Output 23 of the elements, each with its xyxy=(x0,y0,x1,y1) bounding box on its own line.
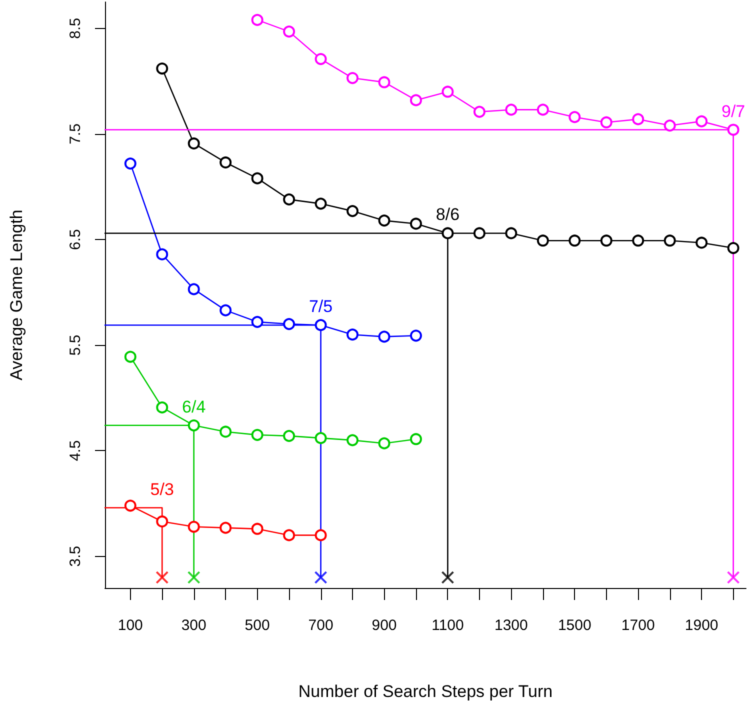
series-label: 5/3 xyxy=(150,480,174,499)
series-label: 9/7 xyxy=(721,102,746,121)
series-label: 7/5 xyxy=(308,297,333,316)
y-tick-label: 5.5 xyxy=(67,334,84,356)
y-tick-label: 3.5 xyxy=(67,546,84,567)
series-label: 6/4 xyxy=(182,397,206,416)
x-tick-label: 1700 xyxy=(621,617,655,634)
y-tick-label: 6.5 xyxy=(67,229,84,250)
x-tick-label: 900 xyxy=(372,617,397,634)
x-tick-label: 300 xyxy=(181,617,206,634)
x-tick-label: 700 xyxy=(308,617,334,634)
y-tick-label: 8.5 xyxy=(67,18,84,39)
x-tick-label: 500 xyxy=(244,617,270,634)
x-tick-label: 1300 xyxy=(494,617,528,634)
x-tick-label: 1900 xyxy=(684,617,718,634)
x-tick-label: 1500 xyxy=(558,617,592,634)
x-tick-label: 100 xyxy=(118,617,143,634)
x-axis-title: Number of Search Steps per Turn xyxy=(298,682,553,701)
series-label: 8/6 xyxy=(436,205,460,224)
y-tick-label: 7.5 xyxy=(67,124,84,144)
x-tick-label: 1100 xyxy=(432,617,464,634)
y-axis-title: Average Game Length xyxy=(7,210,26,380)
y-tick-label: 4.5 xyxy=(67,440,84,462)
